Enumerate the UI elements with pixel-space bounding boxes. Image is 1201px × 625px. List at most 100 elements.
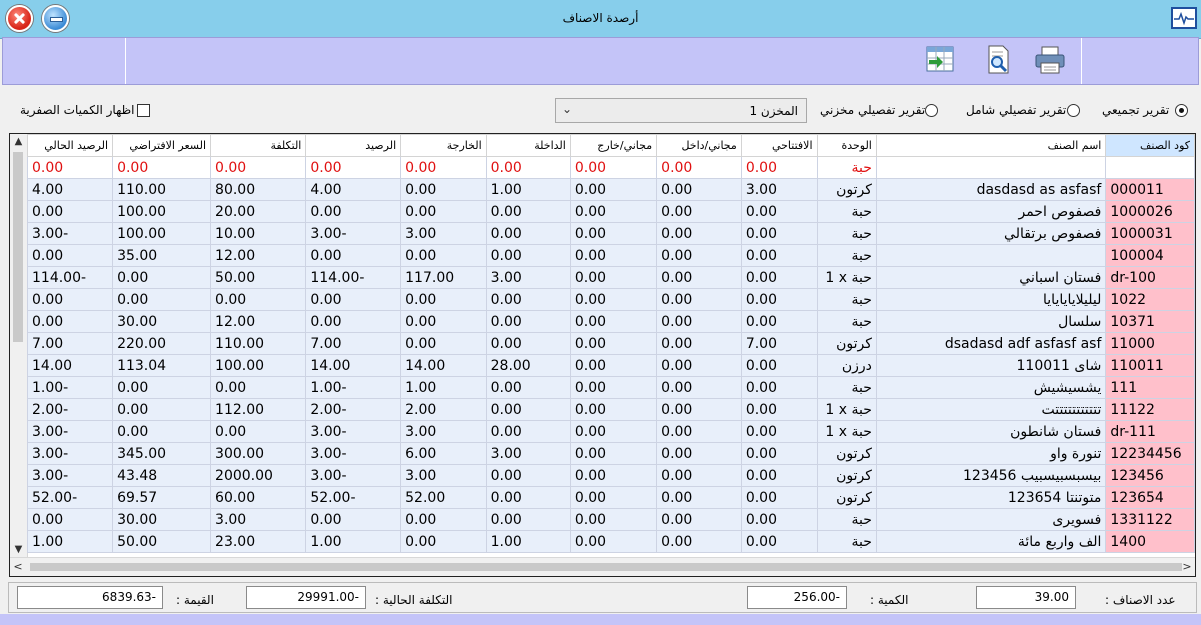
table-cell[interactable]: 110.00	[210, 332, 307, 355]
table-cell[interactable]: 0.00	[305, 156, 402, 179]
table-cell[interactable]: 0.00	[400, 508, 487, 531]
scroll-up-icon[interactable]: ▲	[14, 136, 23, 147]
table-cell[interactable]: 1.00-	[26, 376, 114, 399]
table-cell[interactable]: 123456	[1105, 464, 1195, 487]
table-cell[interactable]: 0.00	[485, 464, 571, 487]
table-cell[interactable]: 2.00-	[305, 398, 402, 421]
table-cell[interactable]: 30.00	[112, 310, 212, 333]
column-header[interactable]: الداخلة	[485, 134, 571, 157]
table-cell[interactable]: 30.00	[112, 508, 212, 531]
column-header[interactable]: الوحدة	[816, 134, 877, 157]
table-cell[interactable]: كرتون	[816, 442, 877, 465]
table-cell[interactable]: 1.00	[305, 530, 402, 553]
table-cell[interactable]: درزن	[816, 354, 877, 377]
table-cell[interactable]: 0.00	[26, 288, 114, 311]
table-cell[interactable]: 0.00	[656, 508, 742, 531]
table-cell[interactable]: فستان اسباني	[875, 266, 1107, 289]
table-row[interactable]: حبة 0.00 0.00 0.00 0.00 0.00 0.00 0.00 0.00 0.00	[26, 156, 1195, 179]
table-cell[interactable]: 1.00	[400, 376, 487, 399]
table-cell[interactable]: 1 x حبة	[816, 398, 877, 421]
table-cell[interactable]: 0.00	[656, 178, 742, 201]
table-cell[interactable]: 0.00	[485, 288, 571, 311]
table-row[interactable]: 123654 123654 متوتنتا كرتون 0.00 0.00 0.00 0.0…	[26, 486, 1195, 509]
table-cell[interactable]: 3.00-	[305, 222, 402, 245]
table-cell[interactable]: 0.00	[656, 200, 742, 223]
table-cell[interactable]	[1105, 156, 1195, 179]
table-cell[interactable]: 0.00	[656, 376, 742, 399]
table-cell[interactable]: 11000	[1105, 332, 1195, 355]
table-cell[interactable]: 12.00	[210, 310, 307, 333]
table-cell[interactable]: حبة	[816, 156, 877, 179]
table-cell[interactable]: 300.00	[210, 442, 307, 465]
table-cell[interactable]: dr-111	[1105, 420, 1195, 443]
table-cell[interactable]: 0.00	[740, 420, 818, 443]
table-cell[interactable]: حبة	[816, 508, 877, 531]
table-cell[interactable]: كرتون	[816, 486, 877, 509]
table-cell[interactable]: 0.00	[656, 486, 742, 509]
table-cell[interactable]: 0.00	[656, 332, 742, 355]
table-cell[interactable]: 0.00	[569, 508, 658, 531]
table-cell[interactable]: 0.00	[569, 244, 658, 267]
table-cell[interactable]: 0.00	[305, 508, 402, 531]
table-cell[interactable]: 3.00-	[305, 442, 402, 465]
table-cell[interactable]: 0.00	[656, 398, 742, 421]
table-cell[interactable]: 0.00	[112, 156, 212, 179]
table-cell[interactable]: حبة	[816, 288, 877, 311]
table-cell[interactable]: 100004	[1105, 244, 1195, 267]
table-cell[interactable]: 60.00	[210, 486, 307, 509]
table-cell[interactable]: 0.00	[740, 376, 818, 399]
table-cell[interactable]: 123654 متوتنتا	[875, 486, 1107, 509]
table-cell[interactable]: 100.00	[112, 200, 212, 223]
table-cell[interactable]: 0.00	[26, 310, 114, 333]
table-cell[interactable]: 0.00	[26, 156, 114, 179]
table-cell[interactable]: 0.00	[740, 530, 818, 553]
table-cell[interactable]: 0.00	[740, 310, 818, 333]
table-cell[interactable]: حبة	[816, 222, 877, 245]
table-row[interactable]: 10371 سلسال حبة 0.00 0.00 0.00 0.00 0.00 0.00 12.…	[26, 310, 1195, 333]
table-cell[interactable]: 7.00	[740, 332, 818, 355]
table-cell[interactable]: 12.00	[210, 244, 307, 267]
table-cell[interactable]: 1331122	[1105, 508, 1195, 531]
store-select[interactable]: المخزن 1 ⌄	[555, 98, 807, 123]
table-cell[interactable]: 123654	[1105, 486, 1195, 509]
table-row[interactable]: 111 يشسيشيش حبة 0.00 0.00 0.00 0.00 1.00 1.00- 0.…	[26, 376, 1195, 399]
table-cell[interactable]: 3.00-	[305, 464, 402, 487]
table-cell[interactable]: 1400	[1105, 530, 1195, 553]
table-cell[interactable]: 0.00	[740, 354, 818, 377]
table-row[interactable]: 100004 حبة 0.00 0.00 0.00 0.00 0.00 0.00 12.00 35…	[26, 244, 1195, 267]
column-header[interactable]: الخارجة	[400, 134, 487, 157]
table-cell[interactable]: 0.00	[485, 420, 571, 443]
table-cell[interactable]: 0.00	[112, 288, 212, 311]
table-cell[interactable]: حبة	[816, 200, 877, 223]
table-cell[interactable]: كرتون	[816, 178, 877, 201]
table-cell[interactable]: 0.00	[656, 156, 742, 179]
table-cell[interactable]: 0.00	[485, 244, 571, 267]
table-cell[interactable]: 117.00	[400, 266, 487, 289]
table-cell[interactable]: فصفوص احمر	[875, 200, 1107, 223]
horizontal-scrollbar[interactable]: < >	[10, 557, 1195, 576]
column-header[interactable]: مجاني/خارج	[569, 134, 658, 157]
table-cell[interactable]: 11122	[1105, 398, 1195, 421]
table-cell[interactable]: 0.00	[569, 156, 658, 179]
column-header[interactable]: اسم الصنف	[875, 134, 1107, 157]
table-cell[interactable]: 0.00	[569, 288, 658, 311]
table-cell[interactable]: 52.00	[400, 486, 487, 509]
table-cell[interactable]: 0.00	[656, 288, 742, 311]
table-cell[interactable]: 0.00	[740, 222, 818, 245]
table-cell[interactable]: 345.00	[112, 442, 212, 465]
table-cell[interactable]: 0.00	[740, 156, 818, 179]
table-cell[interactable]: 0.00	[569, 200, 658, 223]
table-cell[interactable]: 0.00	[485, 486, 571, 509]
table-cell[interactable]: 7.00	[26, 332, 114, 355]
table-cell[interactable]: كرتون	[816, 464, 877, 487]
table-cell[interactable]: 112.00	[210, 398, 307, 421]
table-cell[interactable]: 0.00	[656, 354, 742, 377]
table-cell[interactable]: 1022	[1105, 288, 1195, 311]
table-cell[interactable]: dr-100	[1105, 266, 1195, 289]
table-cell[interactable]: 000011	[1105, 178, 1195, 201]
column-header[interactable]: السعر الافتراضي	[112, 134, 212, 157]
table-cell[interactable]: 0.00	[305, 200, 402, 223]
scroll-down-icon[interactable]: ▼	[14, 544, 23, 555]
table-cell[interactable]: 0.00	[656, 420, 742, 443]
table-cell[interactable]: 1.00-	[305, 376, 402, 399]
